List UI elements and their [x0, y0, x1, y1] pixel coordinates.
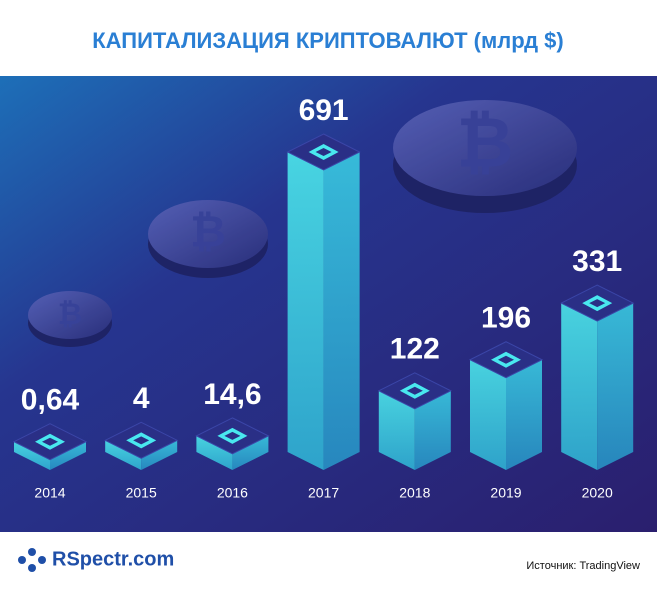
logo-icon [18, 548, 46, 572]
bar [286, 133, 361, 470]
footer [0, 532, 657, 592]
bar-left-face [14, 441, 50, 470]
bar-right-face [141, 440, 178, 470]
bar-left-face [105, 440, 142, 470]
value-label: 4 [133, 382, 150, 415]
bar [12, 423, 88, 470]
svg-text:₿: ₿ [190, 208, 226, 257]
coins: ₿ ₿ ₿ [28, 100, 577, 347]
bar-top-core [224, 431, 241, 440]
value-label: 14,6 [203, 378, 261, 411]
bar [468, 341, 544, 470]
value-label: 331 [572, 245, 622, 278]
bar-right-face [323, 152, 360, 470]
chart-title: КАПИТАЛИЗАЦИЯ КРИПТОВАЛЮТ (млрд $) [92, 28, 564, 53]
bar [560, 284, 635, 470]
x-tick-label: 2019 [490, 485, 521, 501]
value-label: 0,64 [21, 384, 80, 417]
source: Источник: TradingView [526, 560, 640, 572]
bar-left-face [196, 435, 233, 470]
svg-text:₿: ₿ [58, 298, 82, 331]
x-tick-label: 2018 [399, 485, 430, 501]
value-label: 122 [390, 333, 440, 366]
bar-right-face [506, 359, 542, 470]
x-tick-label: 2016 [217, 485, 248, 501]
bar-left-face [287, 152, 324, 470]
bar-top-core [133, 436, 150, 445]
bar [195, 417, 270, 470]
svg-text:₿: ₿ [456, 103, 513, 181]
x-tick-label: 2015 [126, 485, 157, 501]
bar-right-face [50, 441, 86, 470]
bar-top-core [315, 148, 332, 156]
bar-right-face [597, 303, 634, 470]
bar-left-face [470, 359, 506, 470]
bar-left-face [378, 390, 415, 470]
bar [377, 372, 452, 470]
x-tick-label: 2017 [308, 485, 339, 501]
bar-top-core [42, 437, 58, 446]
x-tick-label: 2020 [582, 485, 613, 501]
bar-right-face [414, 390, 451, 470]
value-label: 691 [299, 94, 349, 127]
bar-top-core [589, 299, 606, 308]
bar-right-face [232, 435, 269, 470]
bar-left-face [561, 303, 598, 470]
bar-top-core [406, 386, 423, 395]
bar [104, 421, 179, 470]
x-tick-label: 2014 [34, 485, 65, 501]
value-label: 196 [481, 302, 531, 335]
bar-top-core [498, 355, 514, 364]
logo: RSpectr.com [52, 548, 174, 570]
